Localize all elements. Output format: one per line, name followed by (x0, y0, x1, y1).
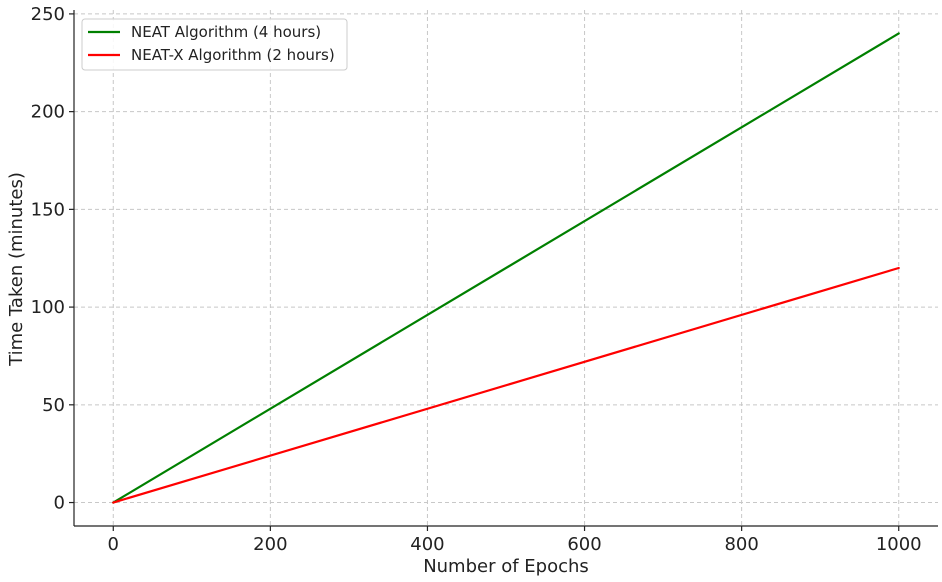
legend-box (81, 18, 348, 71)
x-tick-label: 200 (253, 534, 287, 555)
series-line-1 (112, 266, 900, 504)
y-tick-label: 0 (54, 493, 65, 514)
series-lines (112, 32, 900, 504)
x-tick-label: 600 (567, 534, 601, 555)
legend-label-neat-x: NEAT-X Algorithm (2 hours) (131, 46, 335, 64)
y-tick-label: 100 (31, 297, 65, 318)
legend: NEAT Algorithm (4 hours) NEAT-X Algorith… (81, 18, 348, 71)
axes (73, 10, 938, 527)
tick-marks-and-labels: 0 200 400 600 800 1000 0 50 100 150 200 250 (31, 4, 922, 555)
y-tick-label: 250 (31, 4, 65, 25)
series-line-0 (112, 32, 900, 504)
y-tick-label: 200 (31, 102, 65, 123)
x-tick-label: 1000 (876, 534, 922, 555)
x-tick-label: 400 (410, 534, 444, 555)
y-tick-label: 50 (42, 395, 65, 416)
legend-label-neat: NEAT Algorithm (4 hours) (131, 23, 321, 41)
x-axis-title: Number of Epochs (423, 556, 589, 577)
y-tick-label: 150 (31, 199, 65, 220)
x-tick-label: 0 (108, 534, 119, 555)
x-tick-label: 800 (724, 534, 758, 555)
y-axis-title: Time Taken (minutes) (6, 172, 27, 367)
grid-lines (74, 10, 938, 526)
